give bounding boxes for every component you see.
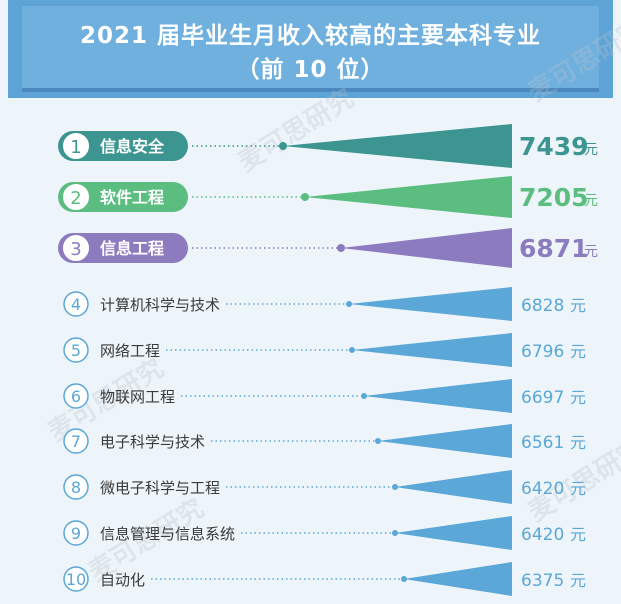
unit-label: 元 — [570, 342, 586, 361]
rank-number: 3 — [70, 239, 81, 260]
unit-label: 元 — [570, 388, 586, 407]
rank-circle — [63, 566, 89, 592]
unit-label: 元 — [584, 244, 598, 260]
header-banner: 2021 届毕业生月收入较高的主要本科专业 （前 10 位） — [8, 0, 613, 98]
rank-circle — [63, 474, 89, 500]
rank-number: 6 — [71, 387, 81, 406]
label-pill — [58, 131, 188, 161]
unit-label: 元 — [570, 571, 586, 590]
bar — [404, 562, 512, 596]
rank-circle — [61, 233, 91, 263]
category-label: 网络工程 — [100, 342, 160, 360]
bar — [341, 228, 512, 268]
rank-number: 7 — [71, 432, 81, 451]
category-label: 软件工程 — [100, 188, 164, 207]
value-label: 6828 — [521, 296, 564, 316]
unit-label: 元 — [570, 479, 586, 498]
bar — [364, 379, 512, 413]
rank-circle — [63, 337, 89, 363]
value-label: 6561 — [521, 433, 564, 453]
bar — [378, 424, 512, 458]
chart-title: 2021 届毕业生月收入较高的主要本科专业 — [79, 23, 542, 49]
category-label: 自动化 — [100, 571, 145, 589]
value-label: 6871 — [519, 234, 589, 263]
bar — [352, 333, 512, 367]
category-label: 物联网工程 — [100, 388, 175, 406]
rank-circle — [61, 131, 91, 161]
value-label: 6420 — [521, 479, 564, 499]
rank-number: 9 — [71, 524, 81, 543]
value-label: 6697 — [521, 388, 564, 408]
rank-circle — [61, 182, 91, 212]
category-label: 计算机科学与技术 — [100, 296, 220, 314]
header-inner: 2021 届毕业生月收入较高的主要本科专业 （前 10 位） — [22, 6, 599, 92]
rank-number: 5 — [71, 341, 81, 360]
label-pill — [58, 233, 188, 263]
category-label: 信息工程 — [100, 239, 164, 258]
bar — [395, 516, 512, 550]
unit-label: 元 — [584, 193, 598, 209]
unit-label: 元 — [584, 142, 598, 158]
category-label: 信息安全 — [100, 137, 165, 156]
bar — [395, 470, 512, 504]
category-label: 电子科学与技术 — [100, 433, 205, 451]
unit-label: 元 — [570, 525, 586, 544]
label-pill — [58, 182, 188, 212]
rank-circle — [63, 383, 89, 409]
bar — [283, 124, 512, 168]
value-label: 7205 — [519, 183, 589, 212]
value-label: 6796 — [521, 342, 564, 362]
rank-number: 1 — [70, 137, 81, 158]
value-label: 7439 — [519, 132, 589, 161]
rank-number: 2 — [70, 188, 81, 209]
category-label: 信息管理与信息系统 — [100, 525, 235, 543]
chart-subtitle: （前 10 位） — [236, 57, 385, 83]
rank-number: 8 — [71, 478, 81, 497]
rank-circle — [63, 520, 89, 546]
rank-circle — [63, 291, 89, 317]
value-label: 6420 — [521, 525, 564, 545]
bar — [349, 287, 512, 321]
bar — [305, 176, 512, 218]
value-label: 6375 — [521, 571, 564, 591]
unit-label: 元 — [570, 296, 586, 315]
category-label: 微电子科学与工程 — [100, 479, 220, 497]
rank-number: 10 — [66, 570, 86, 589]
unit-label: 元 — [570, 433, 586, 452]
rank-circle — [63, 428, 89, 454]
rank-number: 4 — [71, 295, 81, 314]
